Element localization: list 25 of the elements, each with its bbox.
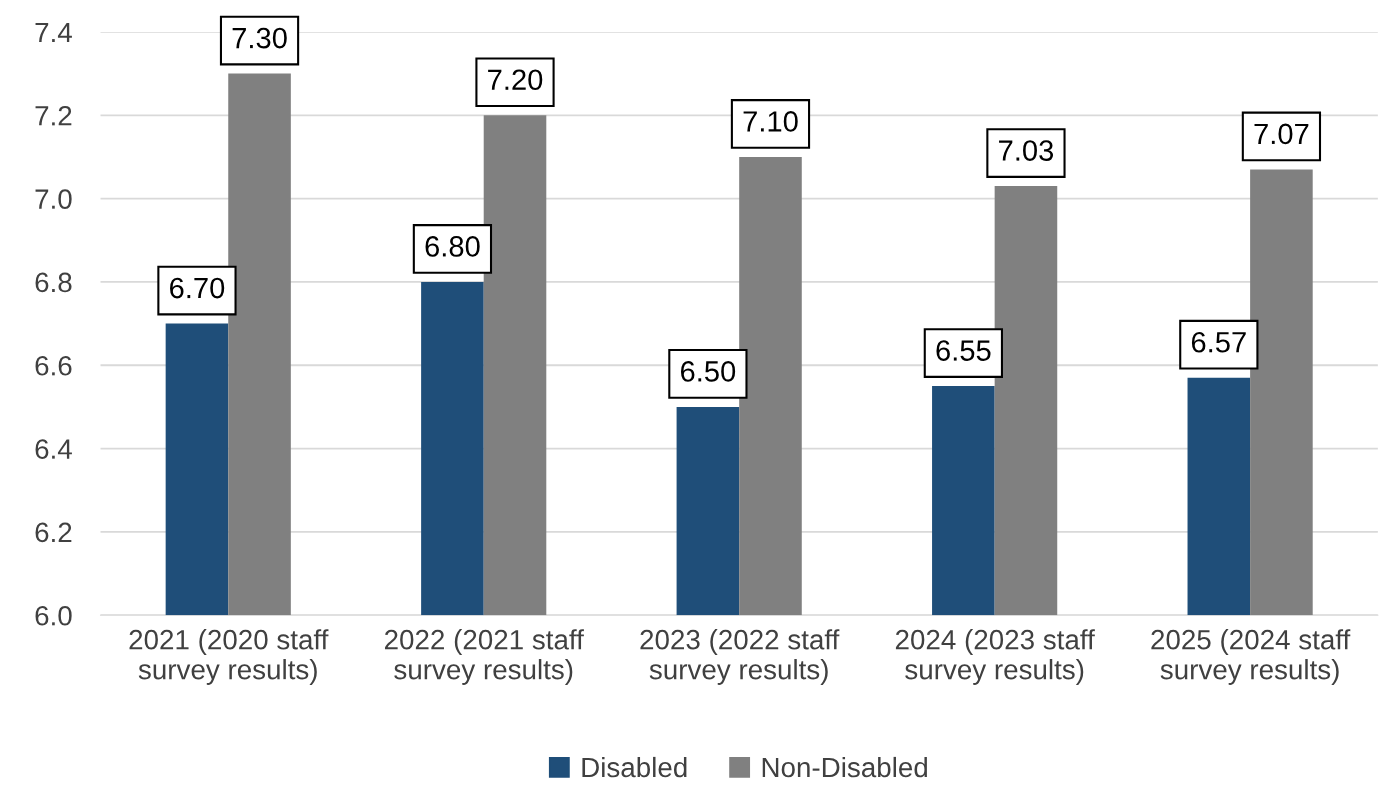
x-tick-label: 2023 (2022 staff survey results) bbox=[640, 629, 840, 685]
y-tick-label: 7.0 bbox=[35, 189, 72, 209]
x-tick-label: 2021 (2020 staff survey results) bbox=[129, 629, 329, 685]
legend-label: Non-Disabled bbox=[762, 756, 927, 778]
y-tick-label: 6.6 bbox=[35, 355, 72, 376]
y-tick-label: 6.2 bbox=[35, 522, 72, 543]
y-tick-label: 6.8 bbox=[35, 272, 72, 293]
data-label: 6.80 bbox=[425, 236, 480, 257]
x-tick-label: 2022 (2021 staff survey results) bbox=[384, 629, 584, 685]
data-label: 6.50 bbox=[680, 361, 736, 382]
data-label: 7.03 bbox=[999, 140, 1054, 161]
legend-label: Disabled bbox=[582, 756, 687, 778]
data-label: 7.20 bbox=[488, 69, 543, 91]
data-label: 7.30 bbox=[232, 27, 287, 49]
data-label: 7.07 bbox=[1254, 123, 1309, 145]
y-tick-label: 6.0 bbox=[35, 605, 72, 626]
data-label: 6.57 bbox=[1191, 331, 1246, 353]
x-tick-label: 2024 (2023 staff survey results) bbox=[895, 629, 1095, 685]
x-tick-label: 2025 (2024 staff survey results) bbox=[1151, 629, 1351, 685]
data-label: 7.10 bbox=[743, 111, 798, 132]
y-tick-label: 6.4 bbox=[35, 439, 72, 459]
data-label: 6.70 bbox=[170, 277, 225, 299]
y-tick-label: 7.4 bbox=[35, 22, 72, 43]
y-tick-label: 7.2 bbox=[35, 105, 72, 126]
data-label: 6.55 bbox=[936, 340, 991, 361]
